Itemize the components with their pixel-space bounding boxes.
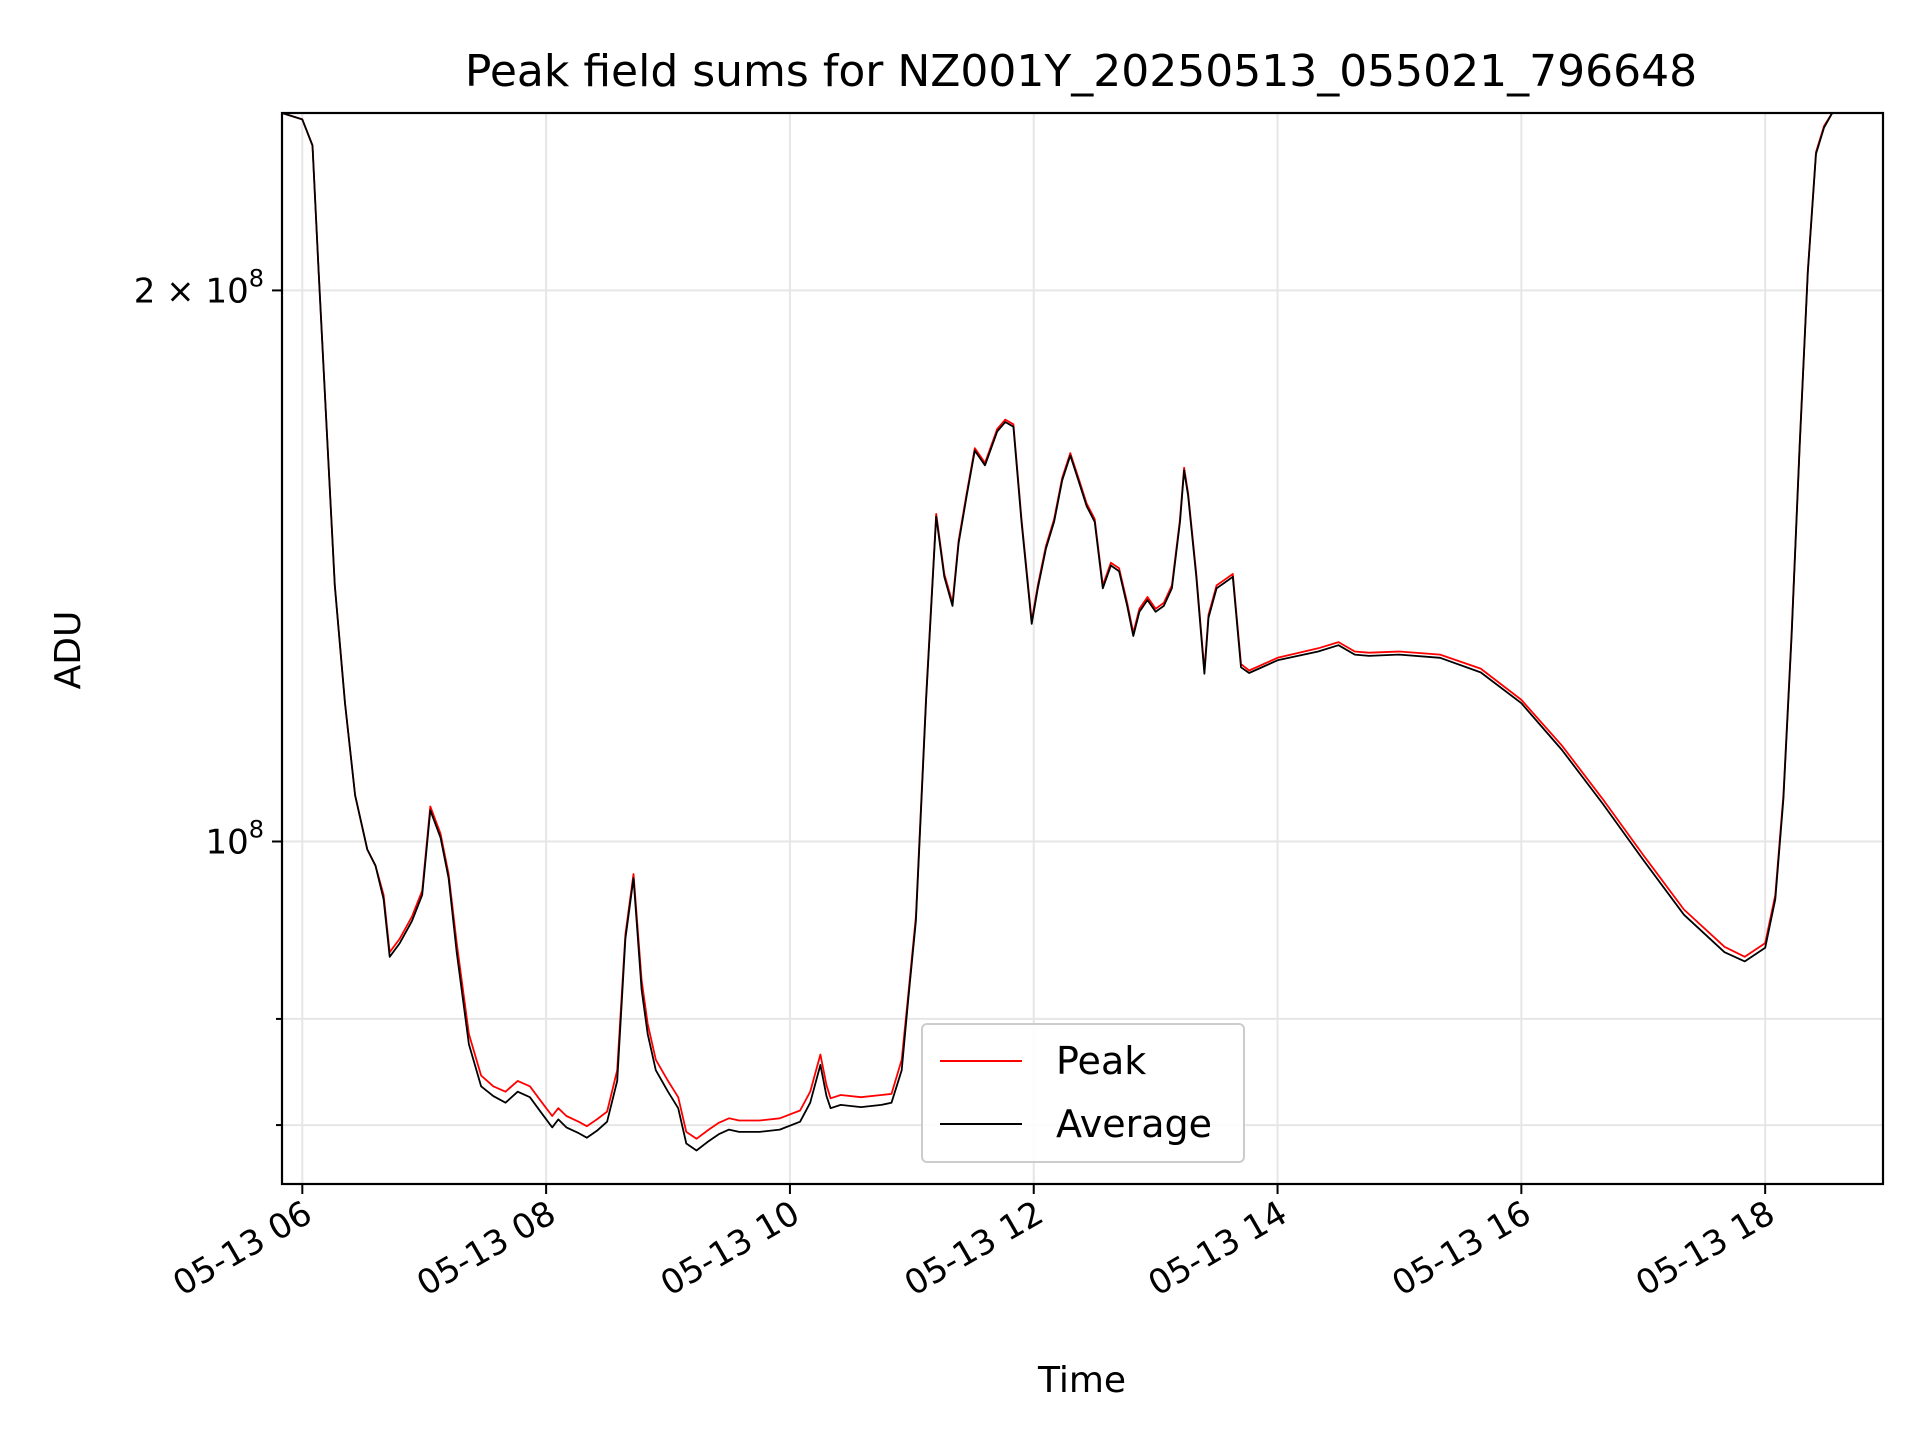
x-axis-label: Time (1037, 1360, 1126, 1401)
legend-box (921, 1023, 1245, 1163)
legend: Peak Average (921, 1023, 1245, 1163)
y-tick-label: 2 × 108 (134, 264, 264, 311)
plot-area-frame (280, 111, 1885, 1186)
series-lines (281, 112, 1833, 1152)
y-tick-label: 108 (205, 816, 264, 863)
legend-label-peak: Peak (1056, 1039, 1146, 1083)
y-axis-label: ADU (48, 611, 89, 690)
chart-title: Peak field sums for NZ001Y_20250513_0550… (465, 46, 1697, 97)
legend-label-average: Average (1056, 1102, 1212, 1146)
series-line-average (281, 112, 1833, 1152)
